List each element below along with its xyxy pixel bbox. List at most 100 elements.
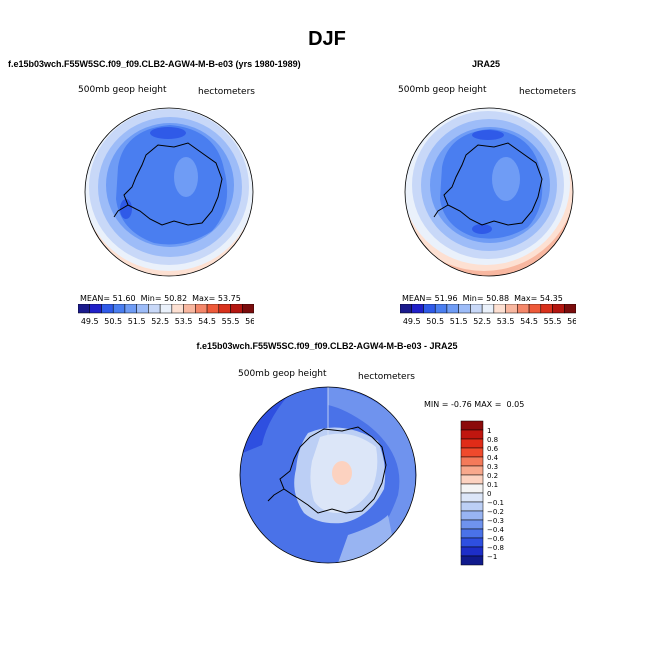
panel-2-colorbar-box	[528, 303, 542, 314]
panel-3-colorbar-box	[460, 465, 484, 476]
panel-2-colorbar-label: 55.5	[544, 317, 562, 326]
panel-2-colorbar-box	[411, 303, 424, 314]
panel-3-title: f.e15b03wch.F55W5SC.f09_f09.CLB2-AGW4-M-…	[196, 341, 458, 351]
panel-1-colorbar-box	[242, 303, 255, 314]
panel-1-colorbar-box	[159, 303, 173, 314]
panel-2-colorbar-box	[399, 303, 412, 314]
panel-2-colorbar-box	[505, 303, 518, 314]
panel-3-colorbar: 1 0.8 0.6 0.4 0.3 0.2 0.1 0 −0.1 −0.2 −0.3 −0.4 −0.6…	[460, 420, 520, 568]
panel-2-field-interior-high	[492, 157, 520, 201]
panel-1-units-label: hectometers	[198, 87, 255, 97]
panel-3-colorbar-label: −0.3	[487, 517, 504, 525]
panel-2-colorbar-label: 51.5	[450, 317, 468, 326]
panel-1-colorbar-label: 56.5	[245, 317, 254, 326]
panel-3-colorbar-box	[460, 447, 484, 458]
panel-3-colorbar-box	[460, 501, 484, 512]
panel-3-max-label: MAX =	[474, 400, 502, 409]
panel-3-units-label: hectometers	[358, 372, 415, 382]
panel-1-max-label: Max=	[192, 294, 216, 303]
panel-3-colorbar-svg: 10.80.60.40.30.20.10−0.1−0.2−0.3−0.4−0.6…	[460, 420, 505, 566]
panel-3-colorbar-label: 0.8	[487, 436, 498, 444]
panel-2-colorbar-box	[423, 303, 436, 314]
panel-1-colorbar-label: 53.5	[175, 317, 193, 326]
panel-1-colorbar: 49.5 50.5 51.5 52.5 53.5 54.5 55.5 56.5	[77, 303, 263, 328]
panel-2-colorbar-label: 49.5	[403, 317, 421, 326]
panel-1-colorbar-svg: 49.5 50.5 51.5 52.5 53.5 54.5 55.5 56.5	[77, 303, 263, 326]
panel-2-coastline	[433, 142, 543, 226]
panel-1-colorbar-box	[77, 303, 90, 314]
panel-3-colorbar-label: −0.4	[487, 526, 505, 534]
panel-1-colorbar-label: 50.5	[104, 317, 122, 326]
panel-1-colorbar-box	[206, 303, 220, 314]
panel-3-colorbar-label: 0.2	[487, 472, 498, 480]
panel-2-colorbar-box	[434, 303, 448, 314]
panel-1-colorbar-label: 55.5	[222, 317, 240, 326]
panel-3-colorbar-box	[460, 456, 484, 467]
panel-3-field-east	[328, 387, 416, 563]
panel-2-colorbar-box	[564, 303, 577, 314]
panel-2-colorbar-box	[517, 303, 530, 314]
panel-3-colorbar-label: 0	[487, 490, 491, 498]
panel-2-max-label: Max=	[514, 294, 538, 303]
panel-1-max-value: 53.75	[217, 294, 241, 303]
panel-1-stats: MEAN= 51.60 Min= 50.82 Max= 53.75	[80, 294, 241, 303]
panel-1-coastline	[113, 142, 223, 226]
panel-2-colorbar-box	[470, 303, 483, 314]
panel-1-colorbar-box	[148, 303, 161, 314]
panel-1-colorbar-box	[195, 303, 208, 314]
panel-2-colorbar-box	[481, 303, 495, 314]
panel-1-colorbar-box	[183, 303, 196, 314]
page-title: DJF	[308, 28, 346, 50]
panel-3-colorbar-box	[460, 555, 484, 566]
panel-3-colorbar-box	[460, 546, 484, 557]
panel-2-colorbar-box	[552, 303, 565, 314]
panel-1-polar-map	[84, 107, 254, 277]
panel-1-min-label: Min=	[140, 294, 162, 303]
panel-1-colorbar-box	[230, 303, 243, 314]
panel-3-field-positive	[332, 461, 352, 485]
panel-3-polar-map	[239, 386, 417, 564]
panel-3-colorbar-box	[460, 510, 484, 521]
panel-2-field-minimum	[472, 130, 504, 140]
panel-3-coastline	[267, 426, 387, 514]
panel-2-colorbar-svg: 49.5 50.5 51.5 52.5 53.5 54.5 55.5 56.5	[399, 303, 585, 326]
panel-1-colorbar-label: 54.5	[198, 317, 216, 326]
panel-1-colorbar-box	[218, 303, 231, 314]
panel-3-colorbar-box	[460, 438, 484, 449]
panel-1-colorbar-box	[124, 303, 137, 314]
panel-3-colorbar-label: −1	[487, 553, 497, 561]
panel-1-colorbar-label: 52.5	[151, 317, 169, 326]
panel-3-colorbar-label: −0.6	[487, 535, 505, 543]
panel-3-colorbar-label: −0.1	[487, 499, 504, 507]
panel-1-colorbar-label: 49.5	[81, 317, 99, 326]
panel-2-units-label: hectometers	[519, 87, 576, 97]
panel-3-colorbar-label: 1	[487, 427, 491, 435]
panel-2-colorbar: 49.5 50.5 51.5 52.5 53.5 54.5 55.5 56.5	[399, 303, 585, 328]
panel-3-min-label: MIN =	[424, 400, 449, 409]
panel-1-mean-label: MEAN=	[80, 294, 111, 303]
panel-1-colorbar-label: 51.5	[128, 317, 146, 326]
panel-3-colorbar-label: 0.3	[487, 463, 498, 471]
panel-3-colorbar-label: 0.4	[487, 454, 499, 462]
panel-2-colorbar-label: 54.5	[520, 317, 538, 326]
panel-3-map-border	[239, 386, 417, 564]
panel-1-field-label: 500mb geop height	[78, 85, 167, 95]
panel-2-colorbar-box	[540, 303, 553, 314]
panel-3-colorbar-label: 0.6	[487, 445, 499, 453]
panel-1-colorbar-box	[89, 303, 102, 314]
panel-1-colorbar-box	[101, 303, 114, 314]
panel-2-colorbar-box	[458, 303, 471, 314]
panel-3-colorbar-box	[460, 429, 484, 440]
panel-2-colorbar-label: 56.5	[567, 317, 576, 326]
panel-3-colorbar-box	[460, 528, 484, 539]
panel-2-field-minimum-2	[472, 224, 492, 234]
panel-3-colorbar-box	[460, 519, 484, 530]
panel-1-map-border	[84, 107, 254, 277]
panel-2-colorbar-label: 50.5	[426, 317, 444, 326]
panel-2-polar-map	[404, 107, 574, 277]
panel-2-field-label: 500mb geop height	[398, 85, 487, 95]
panel-2-colorbar-box	[493, 303, 506, 314]
panel-3-colorbar-label: −0.8	[487, 544, 504, 552]
panel-3-stats: MIN = -0.76 MAX = 0.05	[424, 400, 524, 409]
panel-2-title: JRA25	[472, 59, 501, 69]
